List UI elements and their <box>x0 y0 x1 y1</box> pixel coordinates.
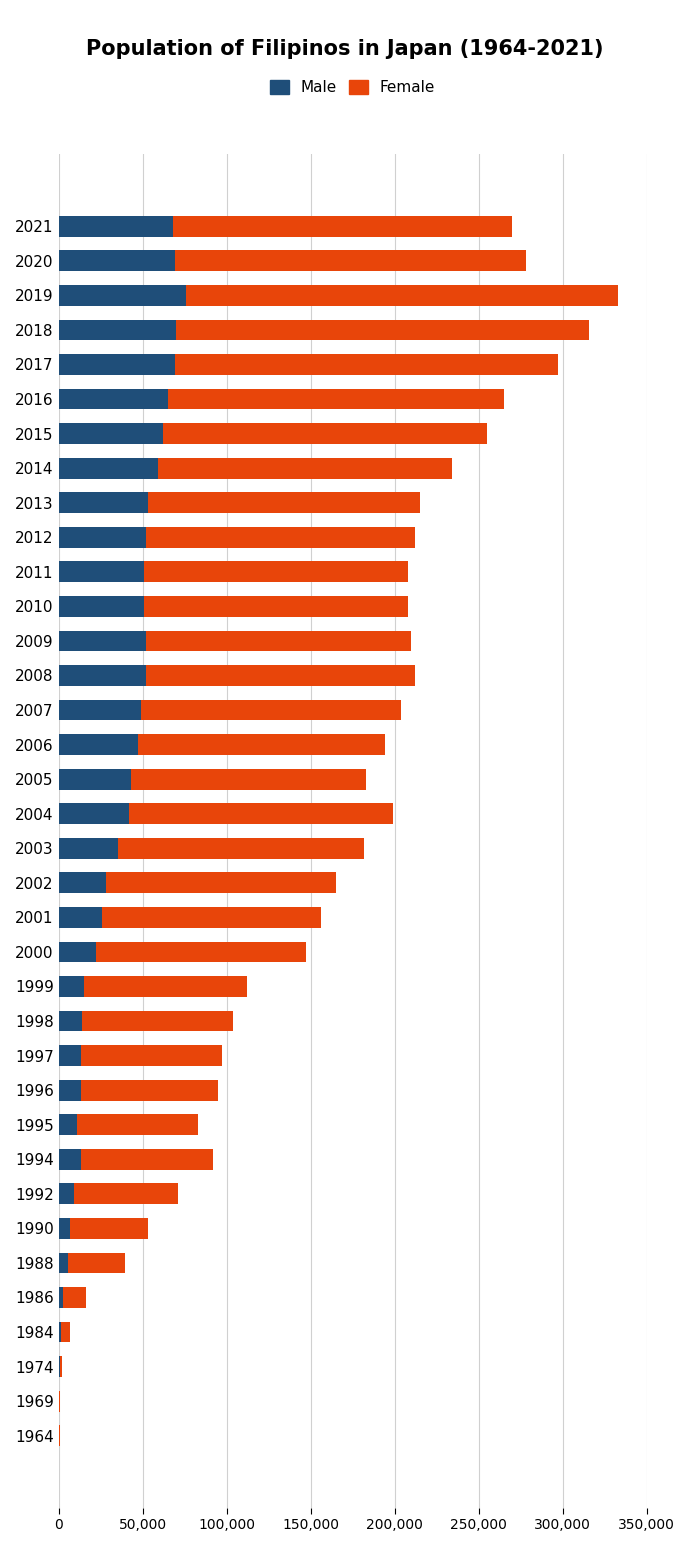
Bar <box>177 320 589 340</box>
Bar <box>59 217 173 237</box>
Bar <box>131 769 366 789</box>
Bar <box>138 735 384 755</box>
Bar <box>144 562 408 582</box>
Bar <box>96 942 306 962</box>
Bar <box>59 907 102 928</box>
Bar <box>146 528 415 548</box>
Text: Population of Filipinos in Japan (1964-2021): Population of Filipinos in Japan (1964-2… <box>86 39 604 59</box>
Bar <box>59 424 163 444</box>
Bar <box>175 251 526 271</box>
Bar <box>59 942 96 962</box>
Bar <box>70 1217 148 1239</box>
Bar <box>81 1046 221 1066</box>
Bar <box>163 424 487 444</box>
Bar <box>173 217 512 237</box>
Bar <box>186 285 618 306</box>
Bar <box>175 354 558 374</box>
Bar <box>59 528 146 548</box>
Bar <box>59 354 175 374</box>
Bar <box>59 699 141 721</box>
Bar <box>82 1010 233 1032</box>
Bar <box>74 1183 178 1204</box>
Bar <box>77 1114 198 1135</box>
Bar <box>129 803 393 825</box>
Bar <box>59 320 177 340</box>
Bar <box>59 1080 81 1100</box>
Bar <box>61 1321 70 1343</box>
Bar <box>146 665 415 685</box>
Bar <box>59 285 186 306</box>
Bar <box>146 631 411 651</box>
Bar <box>59 596 144 617</box>
Bar <box>59 1217 70 1239</box>
Bar <box>148 492 420 514</box>
Bar <box>59 873 106 893</box>
Bar <box>59 388 168 410</box>
Bar <box>59 803 129 825</box>
Bar <box>141 699 402 721</box>
Bar <box>59 1391 61 1411</box>
Bar <box>60 1357 62 1377</box>
Bar <box>59 769 131 789</box>
Bar <box>59 665 146 685</box>
Bar <box>59 976 84 996</box>
Bar <box>59 1046 81 1066</box>
Bar <box>59 492 148 514</box>
Bar <box>59 458 158 478</box>
Bar <box>59 562 144 582</box>
Bar <box>59 1149 81 1170</box>
Bar <box>59 631 146 651</box>
Bar <box>59 1357 60 1377</box>
Bar <box>59 735 138 755</box>
Bar <box>84 976 247 996</box>
Bar <box>68 1253 125 1273</box>
Bar <box>59 1321 61 1343</box>
Bar <box>59 1287 63 1307</box>
Bar <box>81 1149 213 1170</box>
Bar <box>158 458 452 478</box>
Bar <box>106 873 336 893</box>
Bar <box>59 1183 74 1204</box>
Bar <box>59 838 117 859</box>
Bar <box>102 907 321 928</box>
Bar <box>59 1114 77 1135</box>
Bar <box>144 596 408 617</box>
Bar <box>81 1080 218 1100</box>
Bar <box>59 1253 68 1273</box>
Legend: Male, Female: Male, Female <box>264 74 441 102</box>
Bar <box>63 1287 86 1307</box>
Bar <box>59 251 175 271</box>
Bar <box>117 838 364 859</box>
Bar <box>59 1010 82 1032</box>
Bar <box>168 388 504 410</box>
